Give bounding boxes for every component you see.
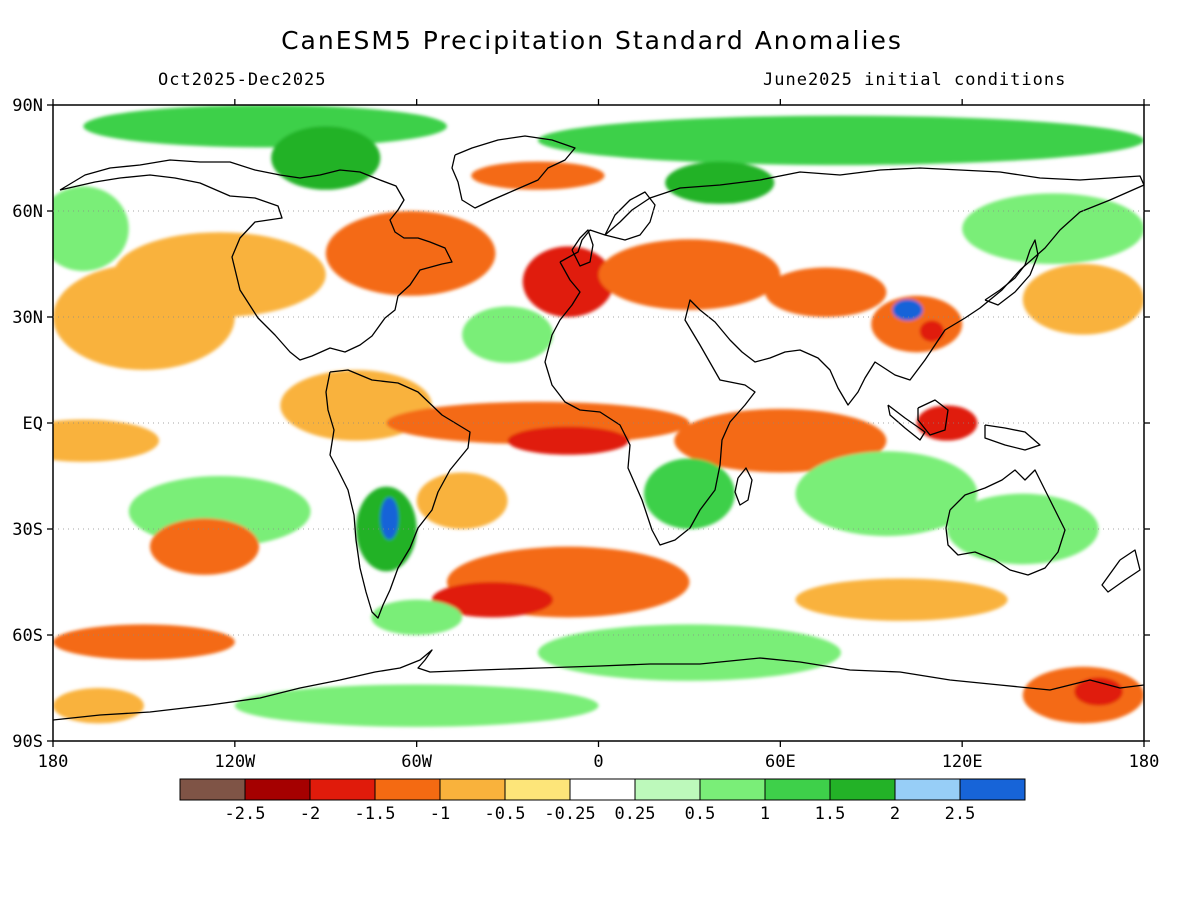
colorbar-label: 1 xyxy=(760,804,770,824)
colorbar-label: 0.5 xyxy=(685,804,716,824)
colorbar-label: -1.5 xyxy=(355,804,396,824)
anomaly-patch-12 xyxy=(598,239,781,310)
colorbar-label: -0.25 xyxy=(544,804,595,824)
anomaly-patch-37 xyxy=(537,624,841,681)
anomaly-patch-30 xyxy=(149,518,260,575)
anomaly-patch-34 xyxy=(795,578,1008,621)
colorbar-label: 1.5 xyxy=(815,804,846,824)
lat-label: 30S xyxy=(12,520,43,540)
lat-label: 60S xyxy=(12,626,43,646)
coast-britain xyxy=(571,229,594,267)
anomaly-patch-1 xyxy=(83,105,447,148)
colorbar-label: 0.25 xyxy=(615,804,656,824)
anomaly-patch-21 xyxy=(674,408,887,473)
anomaly-patch-26 xyxy=(380,497,399,540)
anomaly-patch-43 xyxy=(53,186,129,272)
coast-new-zealand xyxy=(1101,549,1141,593)
coast-scandinavia xyxy=(604,191,656,241)
anomaly-patch-32 xyxy=(643,458,735,529)
colorbar-label: -1 xyxy=(430,804,450,824)
colorbar-label: 2.5 xyxy=(945,804,976,824)
colorbar-label: -0.5 xyxy=(485,804,526,824)
anomaly-patch-6 xyxy=(471,161,605,190)
coast-eurasia-africa xyxy=(544,167,1144,546)
anomaly-patch-44 xyxy=(462,306,554,363)
map-title: CanESM5 Precipitation Standard Anomalies xyxy=(281,26,903,55)
coast-japan xyxy=(984,239,1039,306)
anomaly-patch-11 xyxy=(522,246,614,317)
lon-label: 60W xyxy=(401,752,432,772)
anomaly-patch-5 xyxy=(665,161,775,204)
colorbar-label: -2 xyxy=(300,804,320,824)
lon-label: 120E xyxy=(942,752,983,772)
lat-label: 30N xyxy=(12,308,43,328)
colorbar-swatch xyxy=(179,778,246,801)
anomaly-patch-22 xyxy=(916,405,978,441)
anomaly-patch-17 xyxy=(1022,264,1144,335)
colorbar-swatch xyxy=(634,778,701,801)
colorbar-label: -2.5 xyxy=(225,804,266,824)
colorbar-swatch xyxy=(829,778,896,801)
anomaly-patch-29 xyxy=(431,582,554,618)
anomaly-patch-42 xyxy=(962,193,1144,264)
lat-label: 90S xyxy=(12,732,43,752)
coast-madagascar xyxy=(734,467,753,506)
anomaly-patch-20 xyxy=(507,426,629,455)
colorbar-label: 2 xyxy=(890,804,900,824)
anomaly-patch-3 xyxy=(271,126,381,190)
coast-greenland xyxy=(451,135,576,209)
colorbar-swatch xyxy=(244,778,311,801)
anomaly-patch-23 xyxy=(53,419,160,462)
anomaly-patch-13 xyxy=(765,267,887,317)
lon-label: 0 xyxy=(593,752,603,772)
lat-label: 90N xyxy=(12,96,43,116)
anomaly-patch-31 xyxy=(795,451,978,537)
colorbar-swatch xyxy=(374,778,441,801)
coast-borneo-sumatra xyxy=(887,399,949,441)
initial-conditions: June2025 initial conditions xyxy=(763,70,1067,90)
lon-label: 120W xyxy=(214,752,256,772)
colorbar-swatch xyxy=(504,778,571,801)
anomaly-patch-36 xyxy=(371,599,463,635)
colorbar-swatch xyxy=(959,778,1026,801)
lon-label: 60E xyxy=(765,752,796,772)
coast-south-america xyxy=(325,369,471,619)
anomaly-patch-16 xyxy=(892,299,923,321)
colorbar-swatch xyxy=(439,778,506,801)
anomaly-patch-8 xyxy=(325,211,496,296)
colorbar-swatch xyxy=(569,778,636,801)
lon-label: 180 xyxy=(1129,752,1160,772)
colorbar-swatch xyxy=(699,778,766,801)
anomaly-patch-40 xyxy=(234,684,599,727)
coast-australia xyxy=(945,469,1066,576)
coast-north-america xyxy=(59,159,453,361)
lat-label: 60N xyxy=(12,202,43,222)
anomaly-patch-0 xyxy=(537,115,1144,166)
anomaly-patch-41 xyxy=(53,688,144,724)
colorbar-swatch xyxy=(309,778,376,801)
forecast-period: Oct2025-Dec2025 xyxy=(158,70,327,90)
anomaly-patch-15 xyxy=(919,320,944,342)
lat-label: EQ xyxy=(23,414,43,434)
colorbar-swatch xyxy=(764,778,831,801)
anomaly-patch-27 xyxy=(416,472,508,529)
lon-label: 180 xyxy=(38,752,69,772)
colorbar-swatch xyxy=(894,778,961,801)
coast-antarctica xyxy=(53,649,1144,721)
coastlines xyxy=(53,135,1144,721)
colorbar: -2.5 -2 -1.5 -1 -0.5 -0.25 0.25 0.5 1 1.5 2 2.5 xyxy=(179,778,1026,824)
anomaly-patch-35 xyxy=(53,624,235,660)
coast-new-guinea xyxy=(984,424,1041,451)
anomaly-patch-33 xyxy=(947,493,1099,565)
anomaly-patch-39 xyxy=(1074,677,1123,706)
